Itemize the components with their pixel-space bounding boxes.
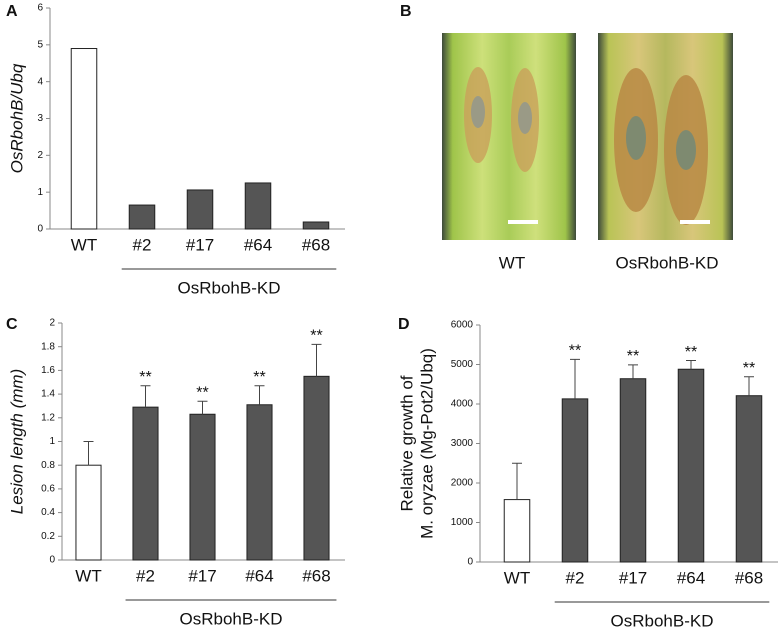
- y-tick-label: 3000: [451, 438, 474, 449]
- bar: [619, 378, 647, 563]
- lesion-center: [471, 96, 485, 128]
- lesion-center: [676, 130, 696, 170]
- error-bar: [83, 441, 94, 466]
- x-tick-label: WT: [504, 568, 530, 587]
- bar: [244, 182, 272, 230]
- bar: [246, 404, 273, 561]
- x-tick-label: WT: [71, 235, 97, 254]
- bar: [70, 48, 98, 230]
- x-tick-label: #2: [566, 568, 585, 587]
- significance-label: **: [196, 384, 208, 401]
- y-tick-label: 1.2: [41, 412, 55, 423]
- error-bar: [686, 360, 696, 370]
- y-tick-label: 6000: [451, 320, 474, 331]
- chart-panel: C 0 0.2 0.4 0.6 0.8 1 1.2 1.4 1.6 1.8 2 Lesion lengt…: [6, 316, 345, 628]
- significance-label: **: [253, 369, 265, 386]
- error-bar: [744, 376, 754, 396]
- significance-label: **: [627, 348, 639, 365]
- bar: [189, 413, 216, 561]
- y-tick-label: 1: [37, 187, 43, 198]
- leaf-photo: [442, 33, 576, 240]
- bar: [735, 395, 763, 563]
- bar: [677, 368, 705, 563]
- y-tick-label: 6: [37, 3, 43, 14]
- bar: [128, 204, 156, 230]
- panel-letter: C: [6, 316, 18, 333]
- image-label: WT: [499, 253, 525, 272]
- panel-letter: D: [398, 316, 410, 333]
- lesion-center: [626, 116, 646, 160]
- chart-panel: A 0 1 2 3 4 5 6 OsRbohB/Ubq WT #2 #17 #64 #68 OsRbohB-…: [6, 3, 345, 297]
- significance-label: **: [685, 344, 697, 361]
- significance-label: **: [743, 360, 755, 377]
- error-bar: [311, 343, 322, 377]
- image-label: OsRbohB-KD: [616, 253, 719, 272]
- y-axis-label: M. oryzae (Mg-Pot2/Ubq): [417, 348, 436, 539]
- bar: [132, 406, 159, 561]
- y-tick-label: 1000: [451, 517, 474, 528]
- y-tick-label: 3: [37, 113, 43, 124]
- y-tick-label: 2: [37, 150, 43, 161]
- bar: [302, 221, 330, 230]
- y-tick-label: 0.2: [41, 531, 55, 542]
- y-tick-label: 0: [37, 224, 43, 235]
- y-axis-label: OsRbohB/Ubq: [7, 63, 26, 173]
- significance-label: **: [569, 343, 581, 360]
- error-bar: [512, 462, 522, 500]
- x-tick-label: #64: [245, 566, 273, 585]
- y-tick-label: 1.6: [41, 365, 55, 376]
- x-tick-label: WT: [75, 566, 101, 585]
- y-tick-label: 4: [37, 76, 43, 87]
- error-bar: [570, 358, 580, 399]
- x-tick-label: #2: [133, 235, 152, 254]
- x-tick-label: #68: [735, 568, 763, 587]
- y-tick-label: 1.8: [41, 341, 55, 352]
- significance-label: **: [310, 328, 322, 345]
- error-bar: [197, 400, 208, 415]
- y-tick-label: 2000: [451, 478, 474, 489]
- group-label: OsRbohB-KD: [180, 609, 283, 628]
- y-tick-label: 0.6: [41, 484, 55, 495]
- x-tick-label: #2: [136, 566, 155, 585]
- y-axis-label: Lesion length (mm): [7, 369, 26, 515]
- x-tick-label: #64: [244, 235, 272, 254]
- group-label: OsRbohB-KD: [178, 278, 281, 297]
- bar: [503, 499, 531, 563]
- panel-b: B WT OsRbohB-KD: [400, 3, 733, 272]
- y-tick-label: 1: [49, 436, 55, 447]
- y-tick-label: 0.8: [41, 460, 55, 471]
- y-tick-label: 0: [467, 557, 473, 568]
- x-tick-label: #17: [188, 566, 216, 585]
- y-tick-label: 0.4: [41, 507, 55, 518]
- y-tick-label: 5: [37, 39, 43, 50]
- significance-label: **: [139, 369, 151, 386]
- x-tick-label: #17: [619, 568, 647, 587]
- bar: [303, 375, 330, 561]
- bar: [75, 464, 102, 561]
- panel-letter: A: [6, 3, 18, 20]
- y-tick-label: 0: [49, 555, 55, 566]
- lesion-center: [518, 102, 532, 134]
- bar: [561, 398, 589, 563]
- bar: [186, 189, 214, 230]
- error-bar: [254, 385, 265, 405]
- x-tick-label: #68: [302, 235, 330, 254]
- chart-panel: D 0 1000 2000 3000 4000 5000 6000 Relative growt…: [397, 316, 778, 630]
- error-bar: [628, 364, 638, 379]
- x-tick-label: #68: [302, 566, 330, 585]
- x-tick-label: #64: [677, 568, 705, 587]
- x-tick-label: #17: [186, 235, 214, 254]
- y-tick-label: 5000: [451, 359, 474, 370]
- y-axis-label: Relative growth of: [397, 375, 416, 511]
- y-tick-label: 1.4: [41, 389, 55, 400]
- panel-letter: B: [400, 3, 412, 20]
- y-tick-label: 4000: [451, 399, 474, 410]
- error-bar: [140, 385, 151, 408]
- y-tick-label: 2: [49, 318, 55, 329]
- group-label: OsRbohB-KD: [611, 611, 714, 629]
